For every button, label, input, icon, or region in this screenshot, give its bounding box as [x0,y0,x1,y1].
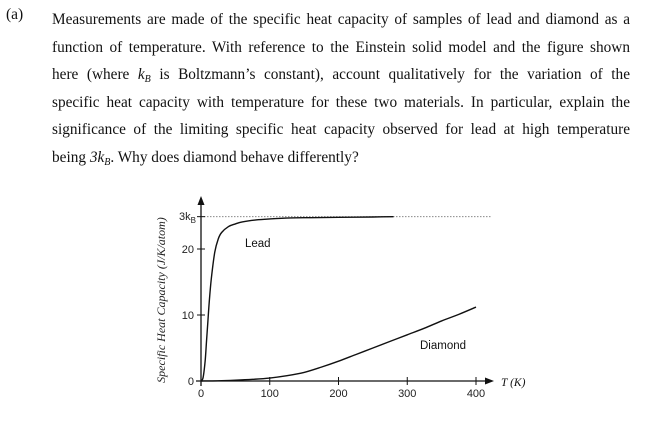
y-tick-label: 10 [182,310,194,322]
question-line-4: specific heat capacity with temperature … [52,93,630,111]
question-line-2: function of temperature. With reference … [52,38,630,56]
x-tick-label: 200 [329,388,347,400]
x-ticks: 0 100 200 300 400 [198,377,485,400]
question-line-1: Measurements are made of the specific he… [52,11,630,28]
y-tick-label: 20 [182,244,194,256]
y-axis-label: Specific Heat Capacity (J/K/atom) [154,217,168,383]
y-tick-label: 0 [188,376,194,388]
series-label-lead: Lead [245,238,271,250]
kb-symbol: kB [137,66,151,86]
y-ticks: 0 10 20 [182,216,205,388]
y-axis-arrow [197,196,205,205]
question-label: (a) [6,6,24,23]
series-lead-line [200,215,394,382]
x-tick-label: 300 [398,388,416,400]
question-line-6: being 3kB. Why does diamond behave diffe… [52,148,359,168]
x-axis-arrow [485,377,494,385]
x-axis-label: T (K) [501,377,526,389]
x-tick-label: 100 [261,388,279,400]
series-diamond-line [200,306,477,382]
series-label-diamond: Diamond [420,340,466,352]
threekb-symbol: 3kB [89,148,111,168]
question-line-3: here (where kB is Boltzmann’s constant),… [52,61,630,89]
question-text: Measurements are made of the specific he… [52,6,630,172]
question-line-3b: is Boltzmann’s constant), account qualit… [159,66,630,84]
question-line-3a: here (where [52,66,138,84]
question-line-5: significance of the limiting specific he… [52,121,630,139]
x-tick-label: 400 [467,388,485,400]
y-tick-label-3kb: 3kB [179,211,196,225]
x-tick-label: 0 [198,388,204,400]
